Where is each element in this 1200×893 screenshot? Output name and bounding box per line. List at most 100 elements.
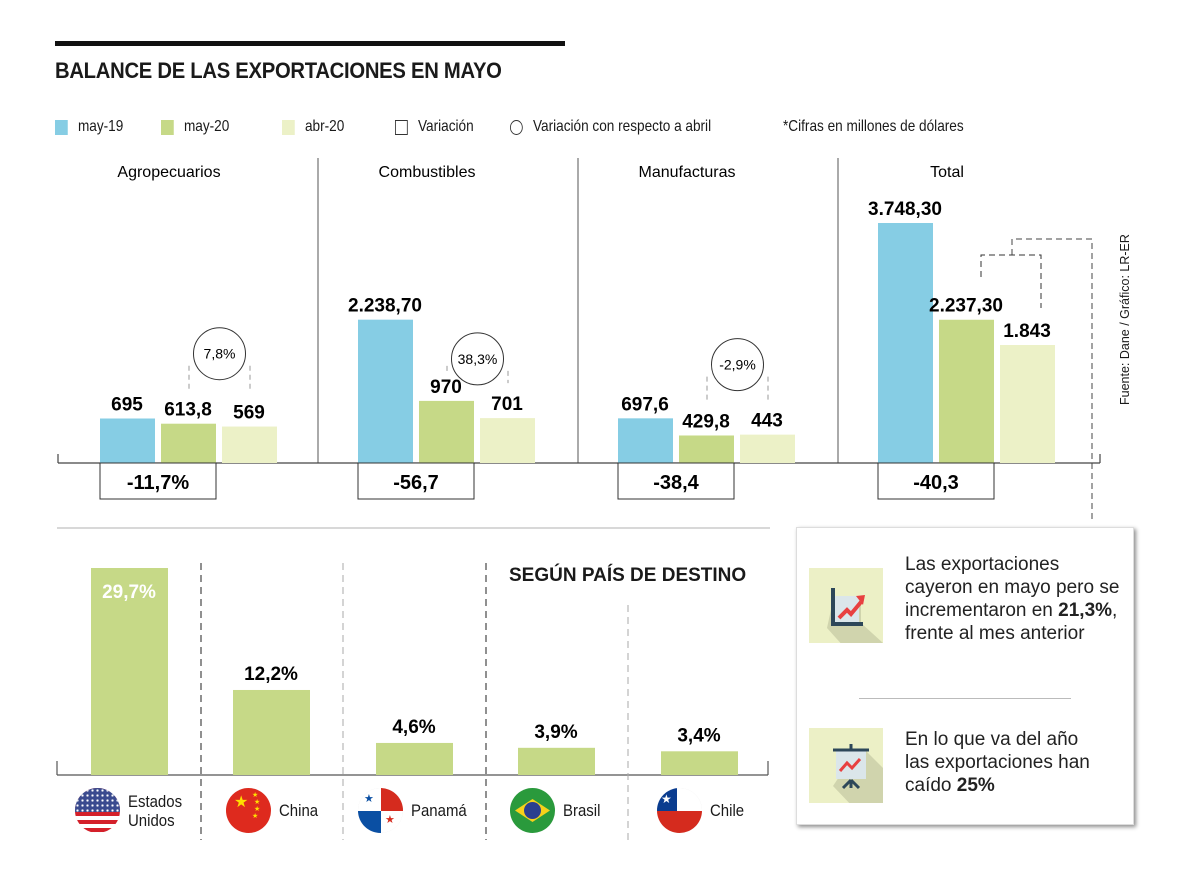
legend-label: abr-20: [304, 118, 345, 135]
category-label: Combustibles: [379, 164, 476, 181]
variation-box: [617, 462, 735, 500]
country-bar: [518, 747, 595, 775]
variation-box: [99, 462, 217, 500]
bar-may-20: [161, 423, 216, 463]
legend-label: may-19: [77, 118, 124, 135]
value-label: 429,8: [682, 411, 730, 432]
legend-item-may19: may-19: [55, 118, 123, 136]
us-flag-icon: [75, 788, 120, 833]
variation-value: -38,4: [653, 472, 699, 494]
bar-may-19: [618, 418, 673, 463]
variation-circle: [451, 332, 504, 386]
legend-label: Variación: [417, 118, 474, 135]
country-value-label: 3,4%: [677, 725, 720, 746]
variation-value: -40,3: [913, 472, 959, 494]
info-text-2-pre: En lo que va del año las exportaciones h…: [905, 729, 1090, 796]
country-value-label: 12,2%: [244, 664, 298, 685]
country-name: Brasil: [563, 801, 601, 820]
value-label: 2.238,70: [348, 296, 422, 317]
country-bar: [233, 689, 310, 775]
bar-may-19: [100, 418, 155, 463]
country-name: Panamá: [411, 801, 467, 820]
info-text-2: En lo que va del año las exportaciones h…: [905, 728, 1105, 797]
variation-circle-value: 38,3%: [458, 351, 498, 367]
value-label: 569: [233, 403, 265, 424]
variation-circle: [711, 338, 764, 392]
country-name: China: [279, 801, 319, 820]
info-text-1-bold: 21,3%: [1058, 600, 1113, 621]
exports-balance-chart: Agropecuarios 695 613,8 569 -11,7% 7,8% Combus…: [57, 158, 1101, 520]
country-item: ★ Chile: [657, 788, 749, 833]
units-note: *Cifras en millones de dólares: [783, 118, 964, 135]
legend-note: *Cifras en millones de dólares: [783, 118, 964, 136]
legend-swatch: [282, 119, 295, 135]
bar-may-20: [679, 435, 734, 463]
country-bar: [661, 751, 738, 775]
info-box: Las exportaciones cayeron en mayo pero s…: [796, 527, 1134, 825]
variation-circle-value: 7,8%: [204, 346, 236, 362]
country-item: Estados Unidos: [75, 788, 189, 833]
bar-may-19: [878, 223, 933, 463]
legend-label: may-20: [183, 118, 230, 135]
value-label: 970: [430, 377, 462, 398]
bar-abr-20: [740, 434, 795, 463]
value-label: 1.843: [1003, 321, 1051, 342]
total-connector-to-info: [1011, 238, 1093, 520]
circle-icon: [510, 119, 523, 135]
value-label: 2.237,30: [929, 296, 1003, 317]
chart-growth-icon: [809, 568, 883, 643]
category-label: Total: [930, 164, 964, 181]
total-connector: [980, 254, 1042, 308]
country-item: ★ ★ ★ ★ ★ China: [226, 788, 323, 833]
value-label: 701: [491, 394, 523, 415]
variation-circle: [193, 327, 246, 381]
bar-abr-20: [222, 426, 277, 463]
variation-value: -56,7: [393, 472, 439, 494]
legend-swatch: [161, 119, 174, 135]
page-title: BALANCE DE LAS EXPORTACIONES EN MAYO: [55, 58, 502, 83]
title-rule: [55, 41, 565, 46]
variation-circle-value: -2,9%: [719, 357, 756, 373]
square-icon: [395, 119, 408, 135]
bar-may-20: [939, 319, 994, 463]
variation-box: [357, 462, 475, 500]
variation-value: -11,7%: [127, 472, 189, 494]
variation-box: [877, 462, 995, 500]
source-credit: Fuente: Dane / Gráfico: LR-ER: [1118, 234, 1132, 405]
country-item: Brasil: [510, 788, 606, 833]
country-name: Chile: [710, 801, 745, 820]
bar-abr-20: [1000, 344, 1055, 463]
country-value-label: 3,9%: [534, 722, 577, 743]
brazil-flag-icon: [510, 788, 555, 833]
legend-item-abr20: abr-20: [282, 118, 344, 136]
presentation-chart-icon: [809, 728, 883, 803]
legend-item-variacion-abril: Variación con respecto a abril: [510, 118, 711, 136]
bar-may-20: [419, 400, 474, 463]
info-text-2-bold: 25%: [956, 775, 995, 796]
legend-swatch: [55, 119, 68, 135]
country-name: Estados Unidos: [128, 791, 183, 830]
value-label: 443: [751, 411, 783, 432]
country-item: ★ ★ Panamá: [358, 788, 474, 833]
info-text-1: Las exportaciones cayeron en mayo pero s…: [905, 553, 1130, 645]
bar-may-19: [358, 319, 413, 463]
country-bar: [376, 742, 453, 775]
info-text-1-post: , frente al mes anterior: [905, 600, 1118, 644]
category-label: Agropecuarios: [117, 164, 220, 181]
info-separator: [859, 698, 1071, 699]
panama-flag-icon: ★ ★: [358, 788, 403, 833]
country-value-label: 4,6%: [392, 717, 435, 738]
legend-item-may20: may-20: [161, 118, 229, 136]
country-value-label: 29,7%: [102, 582, 156, 603]
bar-abr-20: [480, 418, 535, 463]
category-label: Manufacturas: [639, 164, 736, 181]
section-title: SEGÚN PAÍS DE DESTINO: [509, 565, 747, 586]
value-label: 697,6: [621, 394, 669, 415]
value-label: 695: [111, 394, 143, 415]
destination-chart: 29,7% 12,2% 4,6% 3,9% 3,4%: [56, 527, 770, 840]
country-bar: [91, 568, 168, 775]
chile-flag-icon: ★: [657, 788, 702, 833]
value-label: 3.748,30: [868, 199, 942, 220]
legend-item-variacion: Variación: [395, 118, 474, 136]
info-text-1-pre: Las exportaciones cayeron en mayo pero s…: [905, 554, 1120, 621]
